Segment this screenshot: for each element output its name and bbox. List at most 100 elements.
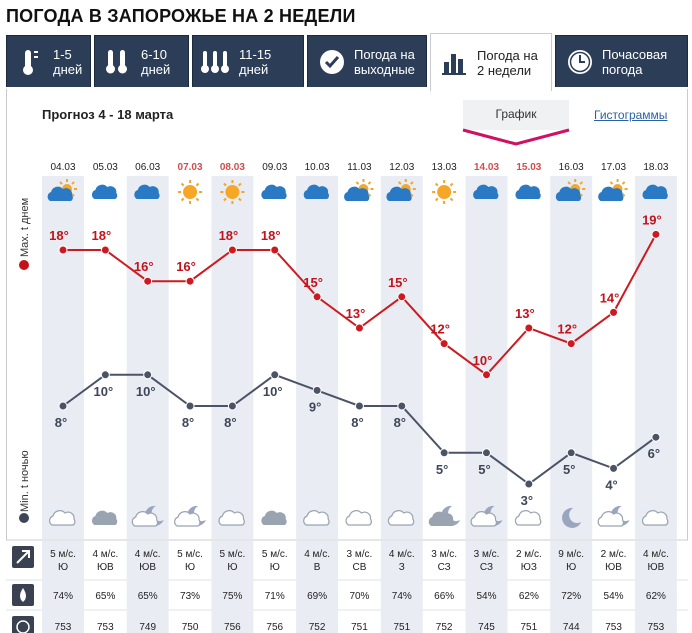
tab-label-line2: дней [239, 61, 269, 77]
tab-4[interactable]: Погода на выходные [307, 35, 427, 87]
cloud-icon [515, 184, 541, 199]
row-stripe [634, 541, 677, 633]
max-point [58, 245, 68, 255]
min-temp-label: 8° [351, 415, 363, 430]
date-label: 13.03 [432, 162, 457, 173]
pressure-value: 750 [182, 622, 199, 633]
tab-label-line2: дней [53, 61, 83, 77]
min-temp-label: 5° [563, 462, 575, 477]
max-point [100, 245, 110, 255]
cloud-icon [49, 510, 76, 526]
tab-5[interactable]: Погода на 2 недели [430, 33, 552, 91]
cloud-moon-icon [470, 505, 503, 527]
pressure-value: 756 [224, 622, 241, 633]
cloud-icon [303, 510, 330, 526]
humidity-value: 69% [307, 591, 327, 602]
sun-icon [220, 180, 245, 204]
date-label: 14.03 [474, 162, 499, 173]
humidity-value: 74% [53, 591, 73, 602]
pressure-value: 751 [521, 622, 538, 633]
partly-cloudy-sun-icon [47, 179, 77, 201]
bar-chart-icon [439, 47, 471, 79]
tab-2[interactable]: 6-10 дней [94, 35, 189, 87]
humidity-value: 54% [604, 591, 624, 602]
cloud-icon [303, 184, 330, 199]
tab-label: 11-15 дней [239, 47, 271, 77]
humidity-value: 75% [222, 591, 242, 602]
tab-1[interactable]: 1-5 дней [6, 35, 91, 87]
max-point [227, 245, 237, 255]
date-label: 12.03 [389, 162, 414, 173]
min-point [651, 432, 661, 442]
min-temp-label: 8° [224, 415, 236, 430]
wind-direction: Ю [58, 562, 68, 573]
max-temp-label: 10° [473, 353, 493, 368]
page-title: ПОГОДА В ЗАПОРОЖЬЕ НА 2 НЕДЕЛИ [6, 6, 356, 26]
drop-glyph [20, 588, 26, 602]
row-stripe [126, 541, 169, 633]
histogram-link[interactable]: Гистограммы [594, 108, 668, 122]
min-point [312, 385, 322, 395]
max-point [185, 276, 195, 286]
dark-cloud-moon-icon [428, 505, 461, 526]
tab-label-line1: 6-10 [141, 46, 168, 62]
tab-label: Погода на 2 недели [477, 48, 538, 78]
wind-direction: В [314, 562, 321, 573]
tab-6[interactable]: Почасовая погода [555, 35, 688, 87]
date-label: 09.03 [262, 162, 287, 173]
wind-speed: 4 м/с. [389, 549, 415, 560]
wind-speed: 4 м/с. [92, 549, 118, 560]
wind-speed: 3 м/с. [347, 549, 373, 560]
min-temp-label: 6° [648, 446, 660, 461]
wind-direction: Ю [566, 562, 576, 573]
min-temp-label: 8° [55, 415, 67, 430]
min-point [185, 401, 195, 411]
partly-cloudy-sun-icon [386, 179, 416, 201]
max-point [270, 245, 280, 255]
max-temp-label: 18° [92, 228, 112, 243]
cloud-icon [642, 184, 668, 199]
date-label: 10.03 [305, 162, 330, 173]
humidity-value: 71% [265, 591, 285, 602]
cloud-icon [514, 510, 542, 526]
max-temp-label: 16° [176, 259, 196, 274]
wind-direction: ЮВ [605, 562, 622, 573]
date-label: 18.03 [643, 162, 668, 173]
column-stripe [380, 176, 423, 539]
max-point [609, 307, 619, 317]
wind-speed: 5 м/с. [220, 549, 246, 560]
humidity-value: 62% [519, 591, 539, 602]
tab-3[interactable]: 11-15 дней [192, 35, 304, 87]
min-temp-label: 8° [182, 415, 194, 430]
wind-speed: 5 м/с. [177, 549, 203, 560]
max-temp-label: 18° [261, 228, 281, 243]
cloud-icon [134, 184, 160, 199]
min-temp-label: 10° [136, 384, 156, 399]
row-stripe [380, 541, 423, 633]
min-point [227, 401, 237, 411]
date-label: 11.03 [347, 162, 372, 173]
tab-label: Почасовая погода [602, 47, 667, 77]
date-label: 08.03 [220, 162, 245, 173]
max-point [651, 229, 661, 239]
min-point [270, 370, 280, 380]
clock-icon [564, 46, 596, 78]
tab-label-line2: 2 недели [477, 62, 532, 78]
tab-label-line1: Погода на [477, 47, 538, 63]
humidity-value: 74% [392, 591, 412, 602]
max-temp-label: 15° [388, 275, 408, 290]
tab-label: Погода на выходные [354, 47, 415, 77]
max-temp-label: 13° [346, 306, 366, 321]
max-temp-label: 19° [642, 212, 662, 227]
pressure-value: 752 [436, 622, 453, 633]
min-temp-label: 4° [605, 477, 617, 492]
wind-speed: 9 м/с. [558, 549, 584, 560]
cloud-icon [345, 510, 372, 526]
sun-icon [432, 180, 457, 204]
max-temp-label: 15° [303, 275, 323, 290]
pressure-value: 751 [393, 622, 410, 633]
date-label: 05.03 [93, 162, 118, 173]
graph-view-button[interactable]: График [463, 100, 569, 130]
humidity-value: 62% [646, 591, 666, 602]
cloud-icon [473, 184, 499, 199]
